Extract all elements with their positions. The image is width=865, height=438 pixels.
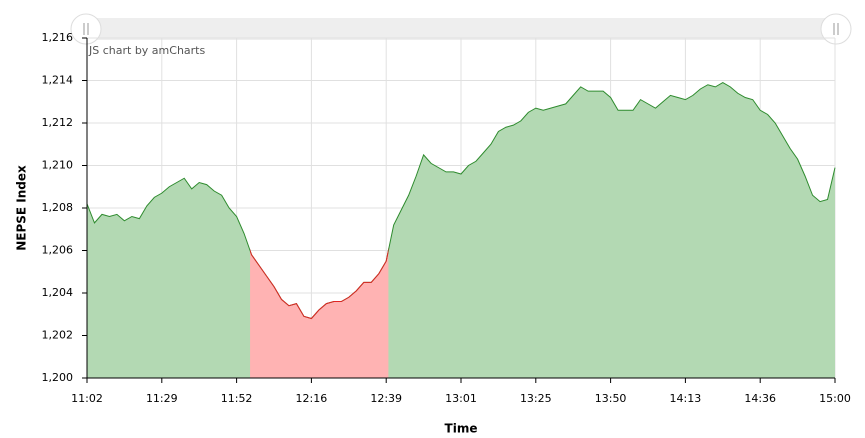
area-fill-negative — [250, 250, 389, 378]
y-tick-label: 1,204 — [42, 286, 74, 299]
x-axis-title: Time — [445, 422, 478, 436]
scrollbar[interactable] — [87, 18, 836, 40]
x-tick-label: 11:52 — [221, 392, 253, 405]
y-tick-label: 1,212 — [42, 116, 74, 129]
y-tick-label: 1,200 — [42, 371, 74, 384]
y-tick-label: 1,216 — [42, 31, 74, 44]
x-tick-label: 14:13 — [670, 392, 702, 405]
y-tick-label: 1,206 — [42, 244, 74, 257]
line — [86, 82, 836, 320]
x-tick-label: 13:50 — [595, 392, 627, 405]
credit[interactable]: JS chart by amCharts — [88, 44, 205, 57]
y-tick-label: 1,214 — [42, 74, 74, 87]
scroll-handle-right[interactable] — [820, 13, 852, 45]
y-tick-label: 1,208 — [42, 201, 74, 214]
x-tick-label: 14:36 — [744, 392, 776, 405]
y-tick-label: 1,210 — [42, 159, 74, 172]
y-tick-label: 1,202 — [42, 329, 74, 342]
x-tick-label: 11:29 — [146, 392, 178, 405]
x-tick-label: 12:39 — [370, 392, 402, 405]
x-tick-label: 13:25 — [520, 392, 552, 405]
x-tick-label: 11:02 — [71, 392, 103, 405]
x-tick-label: 13:01 — [445, 392, 477, 405]
x-tick-label: 15:00 — [819, 392, 851, 405]
x-tick-label: 12:16 — [296, 392, 328, 405]
scroll-handle-left[interactable] — [70, 13, 102, 45]
y-axis-title: NEPSE Index — [15, 165, 29, 251]
